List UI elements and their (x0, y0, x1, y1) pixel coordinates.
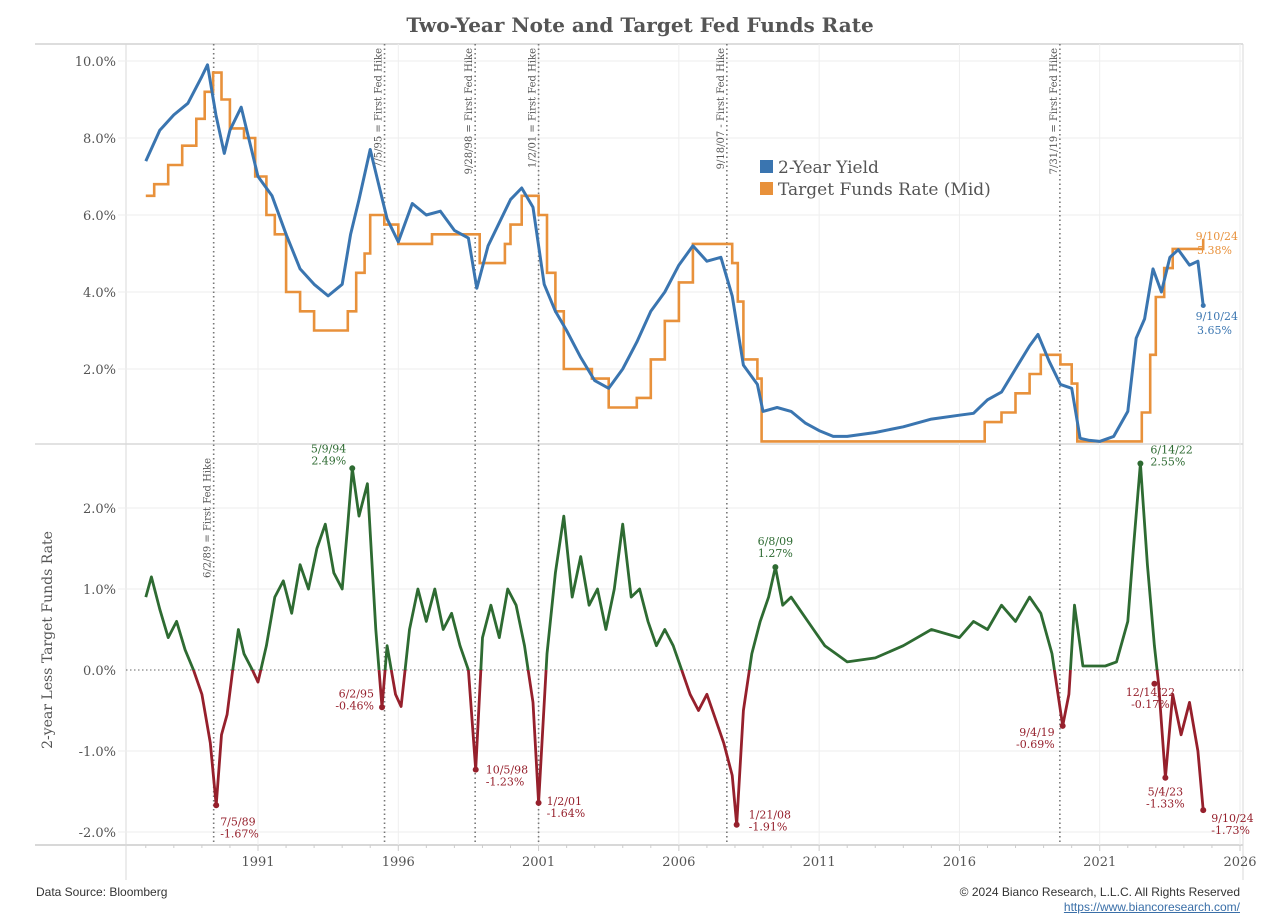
target-funds-rate-line (145, 71, 1205, 443)
annotation-point (535, 799, 542, 806)
fed-hike-label: 7/31/19 = First Fed Hike (1049, 48, 1060, 174)
annotation-date: 5/4/23 (1148, 786, 1183, 799)
y-tick-label-top: 8.0% (83, 132, 116, 147)
chart-title: Two-Year Note and Target Fed Funds Rate (406, 13, 873, 37)
annotation-date: 1/21/08 (749, 809, 791, 822)
annotation-value: 1.27% (758, 547, 793, 560)
annotation-point (1137, 460, 1144, 467)
annotation-point (379, 704, 386, 711)
annotation-point (1200, 807, 1207, 814)
y-tick-label-top: 4.0% (83, 286, 116, 301)
annotation-value: -0.69% (1016, 738, 1055, 751)
legend-swatch-yield (760, 160, 773, 173)
legend: 2-Year Yield Target Funds Rate (Mid) (760, 158, 991, 200)
annotation-value: -1.73% (1211, 824, 1250, 837)
y-tick-label-top: 6.0% (83, 209, 116, 224)
annotation-date: 1/2/01 (547, 795, 582, 808)
annotation-date: 12/14/22 (1126, 686, 1175, 699)
annotation-point (1162, 774, 1169, 781)
website-link[interactable]: https://www.biancoresearch.com/ (1063, 900, 1240, 914)
annotation-value: 3.65% (1197, 324, 1232, 337)
annotation-point (1151, 680, 1158, 687)
annotation-point (349, 465, 356, 472)
legend-label-yield: 2-Year Yield (778, 158, 879, 178)
data-source: Data Source: Bloomberg (36, 885, 168, 899)
annotations: 9/10/245.38%9/10/243.65%7/5/89-1.67%5/9/… (213, 230, 1254, 840)
x-tick-label: 1996 (382, 855, 415, 870)
annotation-date: 9/10/24 (1211, 812, 1253, 825)
fed-hike-label: 6/2/89 = First Fed Hike (203, 458, 214, 578)
legend-label-target: Target Funds Rate (Mid) (778, 180, 991, 200)
x-tick-label: 2026 (1223, 855, 1256, 870)
y-tick-label-bottom: 0.0% (83, 664, 116, 679)
chart-frame (35, 43, 1244, 880)
annotation-date: 10/5/98 (486, 764, 528, 777)
annotation-point (772, 564, 779, 571)
annotation-value: -1.23% (486, 776, 525, 789)
fed-hike-markers: 6/2/89 = First Fed Hike 7/5/95 = First Fe… (203, 44, 1061, 845)
y-tick-label-top: 2.0% (83, 363, 116, 378)
legend-swatch-target (760, 182, 773, 195)
x-tick-label: 2021 (1083, 855, 1116, 870)
fed-hike-label: 7/5/95 = First Fed Hike (374, 48, 385, 168)
annotation-date: 6/2/95 (339, 687, 374, 700)
y-tick-label-bottom: -2.0% (79, 826, 116, 841)
fed-hike-label: 9/28/98 = First Fed Hike (464, 48, 475, 174)
x-tick-labels: 1991 1996 2001 2006 2011 2016 2021 2026 (241, 855, 1256, 870)
y-tick-label-top: 10.0% (75, 55, 116, 70)
annotation-value: 2.49% (311, 454, 346, 467)
annotation-value: -1.33% (1146, 798, 1185, 811)
x-tick-label: 2011 (803, 855, 836, 870)
y-tick-label-bottom: 2.0% (83, 502, 116, 517)
two-year-yield-line (144, 63, 1205, 443)
annotation-point (1059, 722, 1066, 729)
spread-line-positive (144, 462, 1159, 670)
y-tick-label-bottom: 1.0% (83, 583, 116, 598)
y-tick-label-bottom: -1.0% (79, 745, 116, 760)
annotation-date: 9/10/24 (1196, 230, 1238, 243)
x-tick-label: 2016 (943, 855, 976, 870)
fed-hike-label: 9/18/07 - First Fed Hike (716, 48, 727, 169)
annotation-date: 7/5/89 (220, 815, 255, 828)
annotation-date: 9/4/19 (1019, 726, 1054, 739)
annotation-date: 6/14/22 (1150, 443, 1192, 456)
spread-line-negative (191, 670, 1205, 827)
annotation-value: 5.38% (1197, 244, 1232, 257)
annotation-point (472, 766, 479, 773)
annotation-value: -0.17% (1131, 698, 1170, 711)
annotation-value: -1.91% (749, 821, 788, 834)
x-tick-label: 1991 (241, 855, 274, 870)
copyright: © 2024 Bianco Research, L.L.C. All Right… (959, 885, 1240, 899)
annotation-value: -0.46% (335, 699, 374, 712)
y-tick-labels: 2.0% 4.0% 6.0% 8.0% 10.0% -2.0% -1.0% 0.0% 1.0% 2… (75, 55, 116, 841)
annotation-value: -1.67% (220, 827, 259, 840)
annotation-point (733, 821, 740, 828)
annotation-value: 2.55% (1150, 455, 1185, 468)
gridlines (118, 44, 1243, 851)
x-tick-label: 2001 (522, 855, 555, 870)
x-tick-label: 2006 (662, 855, 695, 870)
yield-end-point (1200, 302, 1206, 308)
y-axis-label-bottom: 2-year Less Target Funds Rate (40, 531, 56, 749)
annotation-date: 6/8/09 (758, 535, 793, 548)
annotation-value: -1.64% (547, 807, 586, 820)
fed-hike-label: 1/2/01 = First Fed Hike (528, 48, 539, 168)
annotation-point (213, 802, 220, 809)
annotation-date: 9/10/24 (1196, 310, 1238, 323)
annotation-date: 5/9/94 (311, 442, 346, 455)
series-lines (144, 63, 1206, 827)
